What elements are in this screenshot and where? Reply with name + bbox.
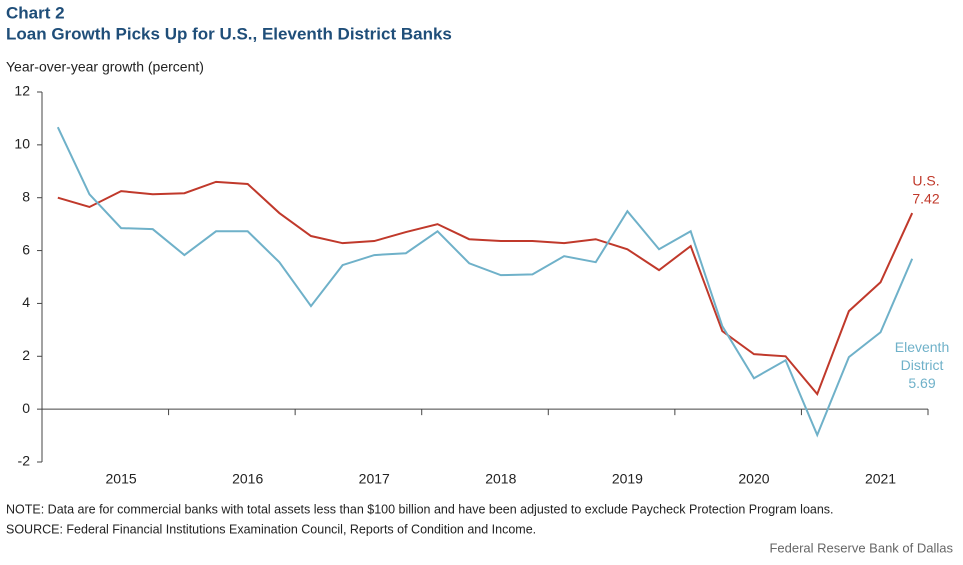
x-tick-label: 2021 [865,471,896,487]
y-tick-label: 4 [22,294,30,310]
end-value-label: 7.42 [912,191,939,207]
series-label: Eleventh District [894,339,950,373]
source: SOURCE: Federal Financial Institutions E… [6,522,536,536]
y-tick-label: -2 [18,453,31,469]
line-series [57,180,914,397]
y-tick-label: 8 [22,188,30,204]
x-tick-label: 2016 [232,471,263,487]
y-tick-label: 0 [22,400,30,416]
line-series [56,126,914,438]
y-tick-label: 2 [22,347,30,363]
y-tick-label: 10 [14,136,30,152]
note: NOTE: Data are for commercial banks with… [6,502,834,516]
x-tick-label: 2020 [738,471,769,487]
series-annotation: Eleventh District 5.69 [882,338,962,392]
x-tick-label: 2018 [485,471,516,487]
chart-subtitle: Loan Growth Picks Up for U.S., Eleventh … [6,24,452,43]
credit: Federal Reserve Bank of Dallas [769,540,953,555]
x-tick-label: 2015 [106,471,137,487]
series-label: U.S. [912,173,939,189]
end-value-label: 5.69 [908,375,936,391]
x-tick-label: 2019 [612,471,643,487]
y-tick-label: 12 [14,83,30,99]
y-axis-label: Year-over-year growth (percent) [6,59,204,75]
chart-title: Chart 2 [6,3,65,22]
y-tick-label: 6 [22,241,30,257]
x-tick-label: 2017 [359,471,390,487]
